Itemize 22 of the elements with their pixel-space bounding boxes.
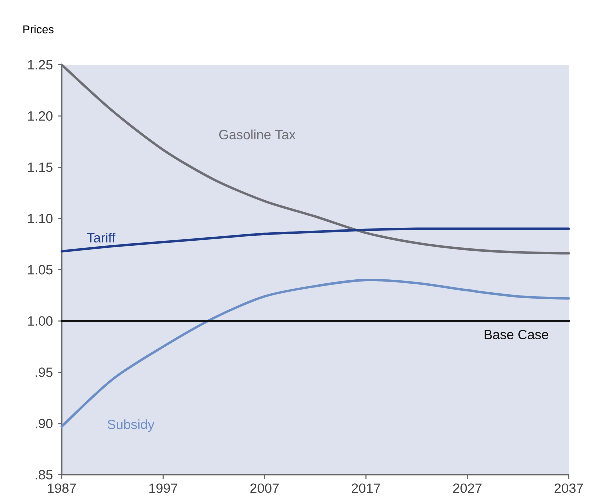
y-tick-label: 1.25	[28, 60, 53, 70]
y-tick-label: 1.10	[28, 214, 53, 224]
y-tick-label: .90	[36, 419, 53, 428]
series-label: Tariff	[87, 232, 116, 243]
series-label: Subsidy	[108, 420, 155, 432]
y-tick-label: .85	[36, 470, 53, 480]
x-tick-label: 2017	[352, 484, 380, 494]
x-tick-label: 1987	[48, 484, 76, 494]
x-tick-label: 2027	[453, 484, 482, 494]
text: Gasoline Tax	[219, 130, 296, 140]
y-tick-label: 1.20	[28, 112, 53, 121]
x-tick-label: 2037	[554, 484, 584, 494]
series-label: Base Case	[484, 330, 548, 340]
y-tick-label: 1.15	[28, 162, 53, 172]
x-tick-label: 2007	[250, 484, 279, 494]
line-series	[60, 228, 570, 253]
x-tick-label: 1997	[150, 484, 178, 494]
y-axis-title: Prices	[24, 25, 54, 34]
y-tick-label: 1.05	[28, 265, 53, 275]
line-series	[60, 64, 570, 255]
y-tick-label: 1.00	[28, 316, 53, 326]
y-tick-label: .95	[36, 368, 53, 378]
